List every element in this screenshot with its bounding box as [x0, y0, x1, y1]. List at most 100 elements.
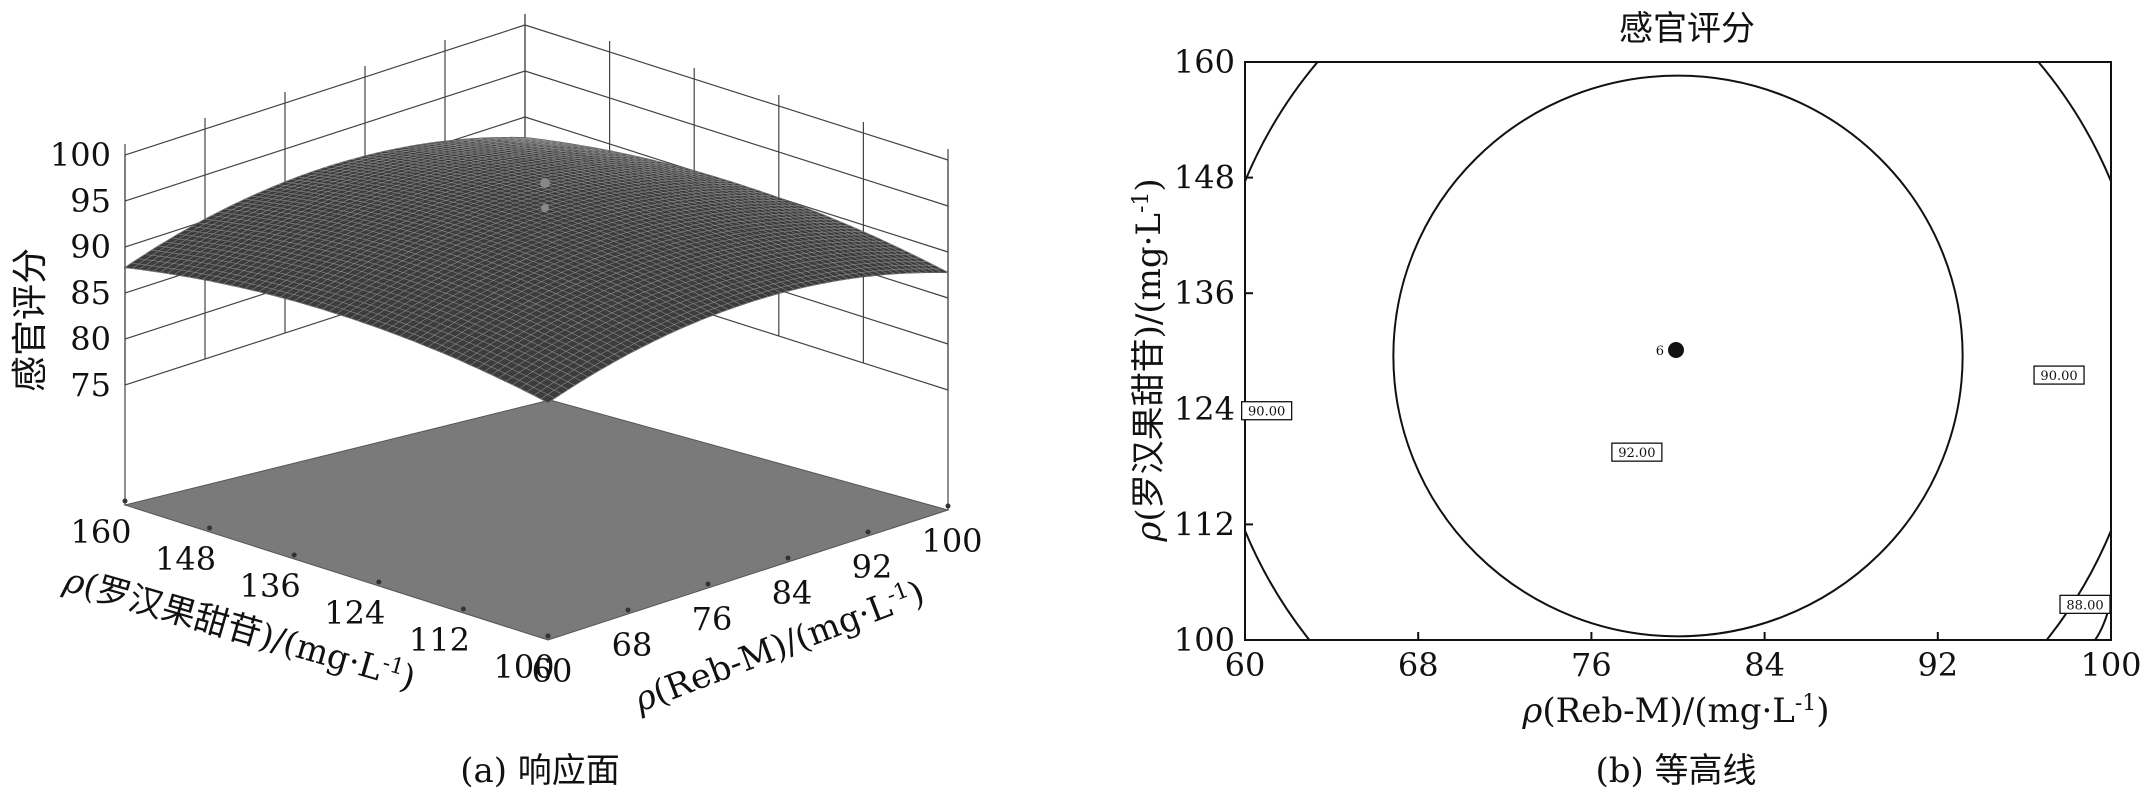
- surface-y-tick-label: 112: [409, 621, 470, 659]
- surface-y-tick-label: 100: [493, 648, 554, 686]
- surface-mesh-line: [392, 202, 793, 334]
- svg-text:88.00: 88.00: [2066, 598, 2103, 613]
- svg-text:90.00: 90.00: [1248, 405, 1285, 420]
- contour-x-label-sup: -1: [1795, 691, 1816, 716]
- surface-mesh-line: [146, 139, 547, 271]
- contour-line-90.00: [1245, 62, 2111, 640]
- contour-plot: 感官评分 60 68 76 84 92 100 100 112 124 136 148 160 92.…: [1129, 9, 2141, 791]
- surface-mesh-line: [294, 170, 695, 302]
- floor-tick-y: [376, 579, 382, 585]
- center-point: 6: [1656, 342, 1684, 359]
- z-tick-label: 95: [70, 182, 111, 220]
- surface-mesh-line: [138, 138, 540, 270]
- surface-mesh-line: [456, 228, 857, 359]
- surface-mesh-line: [343, 185, 744, 317]
- floor-tick-x: [945, 503, 951, 509]
- contour-y-label-main: (罗汉果甜苷)/(mg·L: [1129, 213, 1169, 522]
- caption-b: (b) 等高线: [1595, 751, 1756, 791]
- surface-mesh-line: [470, 234, 871, 366]
- surface-mesh-line: [223, 153, 624, 284]
- surface-fill: [123, 136, 949, 404]
- surface-mesh-line: [399, 205, 801, 337]
- surface-mesh-line: [378, 197, 779, 329]
- surface-mesh-line: [258, 161, 660, 292]
- surface-mesh-line: [364, 192, 765, 324]
- contour-lines: [1245, 62, 2111, 640]
- surface-mesh-line: [463, 231, 864, 363]
- surface-y-tick-label: 124: [324, 594, 385, 632]
- contour-x-axis-label: ρ(Reb-M)/(mg·L-1): [1521, 691, 1829, 732]
- floor-tick-x: [785, 555, 791, 561]
- surface-mesh-line: [505, 250, 906, 382]
- surface-mesh-line: [491, 244, 892, 375]
- surface-mesh-line: [336, 183, 737, 314]
- surface-mesh-line: [406, 208, 808, 339]
- surface-x-tick-label: 60: [532, 652, 573, 690]
- contour-y-label-rho: ρ: [1129, 522, 1169, 543]
- surface-mesh-line: [533, 264, 934, 396]
- floor-tick-y: [291, 552, 297, 558]
- center-point-label: 6: [1656, 344, 1664, 359]
- caption-a: (a) 响应面: [460, 751, 620, 791]
- surface-mesh-line: [244, 157, 645, 289]
- surface-mesh-line: [286, 168, 688, 300]
- surface-mesh-line: [498, 247, 899, 379]
- response-surface: [123, 136, 949, 404]
- contour-x-tick-label: 100: [2080, 646, 2141, 684]
- surface-mesh-line: [315, 176, 716, 308]
- wall-gridline-z: [524, 70, 949, 207]
- contour-x-tick-label: 92: [1917, 646, 1958, 684]
- surface-floor: [123, 399, 950, 641]
- surface-mesh-line: [251, 159, 652, 291]
- surface-mesh-line: [350, 187, 751, 319]
- surface-mesh-line: [540, 268, 942, 400]
- contour-y-tick-label: 124: [1174, 390, 1235, 428]
- surface-x-tick-label: 84: [772, 574, 813, 612]
- surface-mesh-line: [216, 151, 617, 283]
- floor-tick-x: [865, 529, 871, 535]
- contour-y-tick-label: 136: [1174, 274, 1235, 312]
- design-point-mid: [541, 204, 549, 212]
- z-tick-label: 75: [70, 366, 111, 404]
- surface-y-tick-label: 148: [155, 540, 216, 578]
- surface-mesh-line: [237, 156, 638, 288]
- floor-tick-y: [207, 525, 213, 531]
- surface-mesh-line: [442, 222, 843, 353]
- contour-x-tick-label: 76: [1571, 646, 1612, 684]
- contour-x-tick-label: 84: [1744, 646, 1785, 684]
- contour-ticks: 60 68 76 84 92 100 100 112 124 136 148 160: [1174, 43, 2141, 684]
- surface-mesh-line: [519, 257, 920, 389]
- floor-tick-x: [625, 607, 631, 613]
- surface-tick-labels: 7580859095100606876849210010011212413614…: [50, 136, 983, 690]
- floor-tick-dots: [122, 498, 951, 639]
- surface-mesh-line: [188, 146, 589, 278]
- surface-mesh-line: [195, 147, 596, 279]
- contour-y-tick-label: 112: [1174, 505, 1235, 543]
- contour-title: 感官评分: [1619, 9, 1755, 49]
- wall-gridline-z: [124, 24, 526, 156]
- surface-mesh-line: [124, 137, 526, 268]
- surface-mesh-line: [371, 195, 772, 326]
- surface-mesh-line: [427, 216, 829, 348]
- surface-plot: 7580859095100606876849210010011212413614…: [10, 13, 983, 791]
- svg-text:90.00: 90.00: [2040, 369, 2077, 384]
- surface-mesh-line: [160, 141, 561, 273]
- contour-y-label-sup: -1: [1129, 192, 1154, 213]
- surface-y-tick-label: 160: [70, 513, 131, 551]
- surface-mesh-line: [512, 254, 913, 386]
- contour-level-labels: 92.00 90.00 90.00 88.00: [1241, 365, 2111, 615]
- surface-mesh-line: [477, 237, 878, 369]
- contour-plot-frame: [1244, 61, 2112, 641]
- z-tick-label: 90: [70, 228, 111, 266]
- contour-level-label: 90.00: [1241, 401, 1293, 421]
- surface-mesh-line: [265, 163, 667, 294]
- floor-tick-y: [460, 606, 466, 612]
- surface-mesh-line: [308, 174, 709, 306]
- surface-mesh-line: [202, 149, 603, 280]
- floor-tick-x: [705, 581, 711, 587]
- surface-mesh-line: [131, 138, 533, 269]
- contour-line-92.00: [1392, 74, 1964, 638]
- contour-y-tick-label: 160: [1174, 43, 1235, 81]
- surface-mesh-line: [272, 164, 674, 296]
- z-axis-label: 感官评分: [10, 248, 51, 392]
